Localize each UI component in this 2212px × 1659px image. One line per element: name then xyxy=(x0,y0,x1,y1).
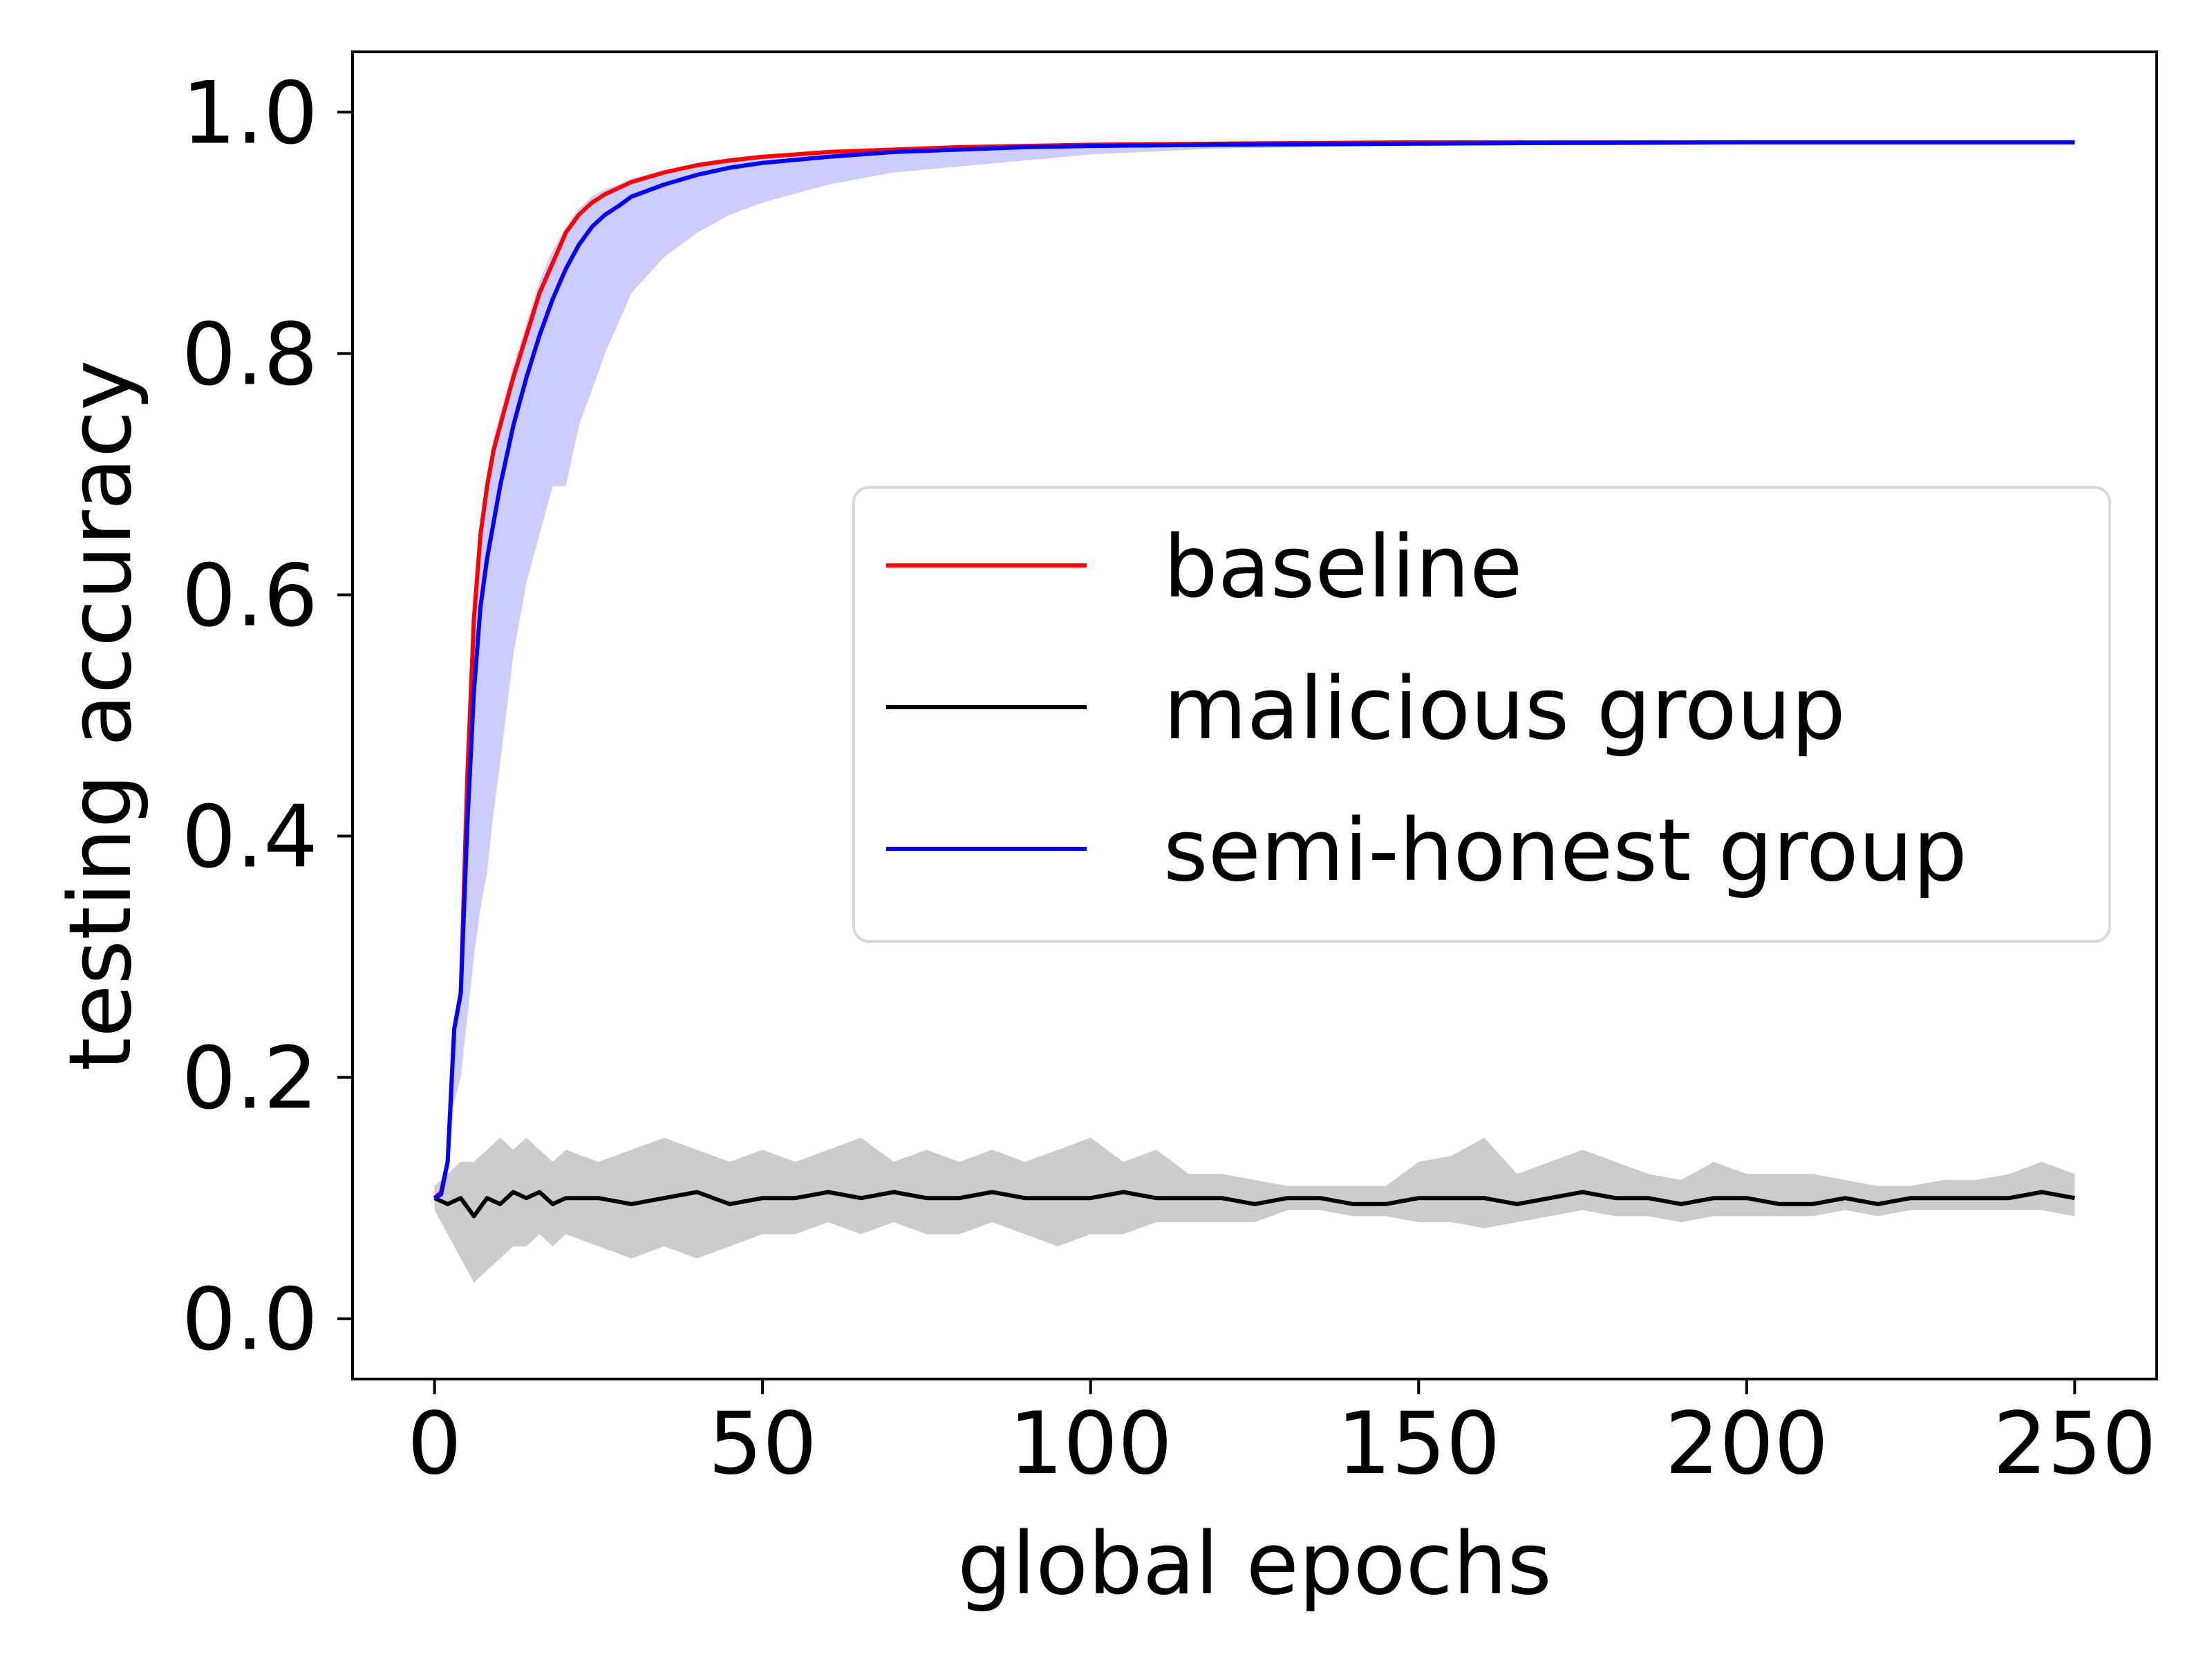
y-tick-label: 0.0 xyxy=(182,1271,318,1370)
legend-box xyxy=(852,486,2111,943)
x-tick-label: 250 xyxy=(1993,1394,2157,1494)
confidence-bands xyxy=(434,141,2075,1283)
legend-label: baseline xyxy=(1163,518,1522,617)
x-tick-label: 100 xyxy=(1009,1394,1172,1494)
y-tick-label: 0.4 xyxy=(182,788,318,888)
legend: baseline malicious group semi-honest group xyxy=(852,486,2111,943)
x-tick-label: 50 xyxy=(708,1394,817,1494)
x-tick-label: 0 xyxy=(407,1394,462,1494)
legend-label: semi-honest group xyxy=(1163,801,1967,901)
legend-label: malicious group xyxy=(1163,659,1846,759)
series-line-3 xyxy=(433,140,2075,1200)
plot-frame xyxy=(351,50,2158,1380)
x-axis-label: global epochs xyxy=(957,1515,1552,1614)
x-tick-label: 200 xyxy=(1665,1394,1828,1494)
series-lines xyxy=(433,140,2075,1219)
y-axis-label: testing accuracy xyxy=(51,360,151,1071)
x-axis-ticks: 0 50 100 150 200 250 xyxy=(407,1379,2157,1494)
x-tick-label: 150 xyxy=(1337,1394,1501,1494)
band-2 xyxy=(434,1137,2075,1283)
band-3 xyxy=(434,141,2075,1204)
y-tick-label: 0.2 xyxy=(182,1029,318,1129)
series-line-2 xyxy=(433,1190,2075,1219)
y-tick-label: 0.6 xyxy=(182,546,318,646)
y-tick-label: 1.0 xyxy=(182,64,318,163)
y-tick-label: 0.8 xyxy=(182,305,318,404)
y-axis-ticks: 0.0 0.2 0.4 0.6 0.8 1.0 xyxy=(182,64,353,1370)
